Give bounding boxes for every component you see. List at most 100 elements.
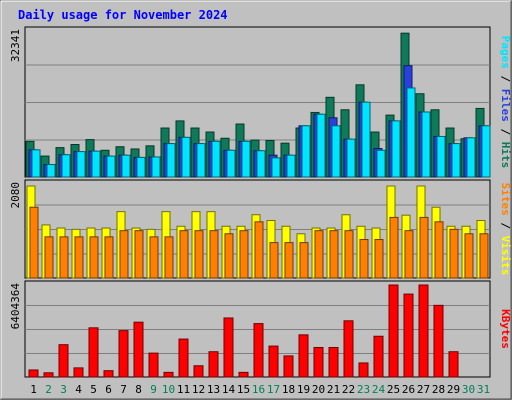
bar-kbytes-day-26 [403,293,414,378]
label-files: Files [499,89,512,122]
x-tick-label: 16 [252,383,265,396]
bar-sites-day-2 [44,236,54,279]
bar-sites-day-22 [344,230,354,279]
x-tick-label: 23 [357,383,370,396]
bar-kbytes-day-2 [43,372,54,378]
x-tick-label: 2 [45,383,52,396]
panel-max-label: 6404364 [9,283,22,330]
bar-kbytes-day-27 [418,284,429,378]
bar-sites-day-30 [464,233,474,279]
bar-kbytes-day-21 [328,346,339,378]
bar-sites-day-16 [254,221,264,279]
x-tick-label: 26 [402,383,415,396]
panel-2: 2080 Sites / Visits [9,179,512,279]
bar-sites-day-24 [374,239,384,279]
bar-sites-day-17 [269,242,279,279]
bar-kbytes-day-22 [343,320,354,378]
bar-pages-day-17 [271,157,281,178]
bar-pages-day-28 [436,135,446,178]
bar-pages-day-30 [466,137,476,178]
bar-pages-day-14 [226,149,236,178]
bar-pages-day-3 [61,154,71,178]
x-tick-label: 21 [327,383,340,396]
label-separator: / [499,216,512,236]
bar-pages-day-12 [196,143,206,178]
bar-kbytes-day-17 [268,345,279,378]
bar-kbytes-day-12 [193,365,204,378]
bar-sites-day-27 [419,216,429,279]
x-tick-label: 3 [60,383,67,396]
x-tick-label: 18 [282,383,295,396]
bar-sites-day-12 [194,230,204,279]
bar-kbytes-day-25 [388,284,399,378]
bar-pages-day-8 [136,156,146,178]
bar-sites-day-18 [284,242,294,279]
bar-sites-day-21 [329,230,339,279]
bar-kbytes-day-4 [73,367,84,378]
label-sites: Sites [499,183,512,216]
bar-kbytes-day-9 [148,352,159,378]
bar-kbytes-day-3 [58,344,69,378]
bar-sites-day-8 [134,230,144,279]
x-tick-label: 24 [372,383,386,396]
bar-pages-day-22 [346,138,356,178]
label-separator: / [499,122,512,142]
bar-pages-day-24 [376,149,386,178]
bar-pages-day-5 [91,150,101,178]
x-tick-label: 25 [387,383,400,396]
bar-pages-day-20 [316,113,326,178]
x-tick-label: 12 [192,383,205,396]
bar-pages-day-21 [331,125,341,178]
bar-pages-day-7 [121,154,131,178]
x-tick-label: 20 [312,383,325,396]
bar-kbytes-day-18 [283,355,294,378]
x-tick-label: 17 [267,383,280,396]
bar-sites-day-3 [59,236,69,279]
bar-pages-day-1 [31,149,41,178]
x-tick-label: 30 [462,383,475,396]
panel-3: 6404364 KBytes [9,280,512,378]
bar-pages-day-15 [241,140,251,178]
bar-kbytes-day-28 [433,304,444,378]
bar-kbytes-day-10 [163,371,174,378]
panel-series-labels: Sites / Visits [499,183,512,276]
x-tick-label: 31 [477,383,490,396]
bar-pages-day-6 [106,155,116,178]
bar-kbytes-day-1 [28,369,39,378]
x-tick-label: 27 [417,383,430,396]
bar-kbytes-day-20 [313,346,324,378]
panel-1: 32341 Pages / Files / Hits [9,26,512,178]
x-tick-label: 22 [342,383,355,396]
label-pages: Pages [499,36,512,69]
x-tick-label: 9 [150,383,157,396]
bar-pages-day-19 [301,125,311,178]
x-tick-label: 7 [120,383,127,396]
bar-sites-day-28 [434,221,444,279]
bar-kbytes-day-8 [133,321,144,378]
bar-pages-day-25 [391,120,401,178]
bar-pages-day-29 [451,143,461,178]
bar-kbytes-day-7 [118,330,129,378]
bar-kbytes-day-24 [373,335,384,378]
x-tick-label: 8 [135,383,142,396]
bar-pages-day-13 [211,140,221,178]
label-kbytes: KBytes [499,309,512,349]
label-hits: Hits [499,142,512,169]
bar-sites-day-10 [164,236,174,279]
bar-sites-day-29 [449,228,459,279]
bar-sites-day-9 [149,236,159,279]
panel-max-label: 2080 [9,182,22,209]
bar-pages-day-16 [256,150,266,178]
label-visits: Visits [499,236,512,276]
bar-pages-day-10 [166,143,176,178]
bar-sites-day-7 [119,230,129,279]
bar-sites-day-23 [359,239,369,279]
bar-kbytes-day-13 [208,351,219,378]
panel-series-labels: KBytes [499,309,512,349]
x-tick-label: 4 [75,383,82,396]
bar-sites-day-1 [29,206,39,279]
bar-sites-day-11 [179,230,189,279]
bar-kbytes-day-19 [298,334,309,378]
bar-kbytes-day-15 [238,371,249,378]
